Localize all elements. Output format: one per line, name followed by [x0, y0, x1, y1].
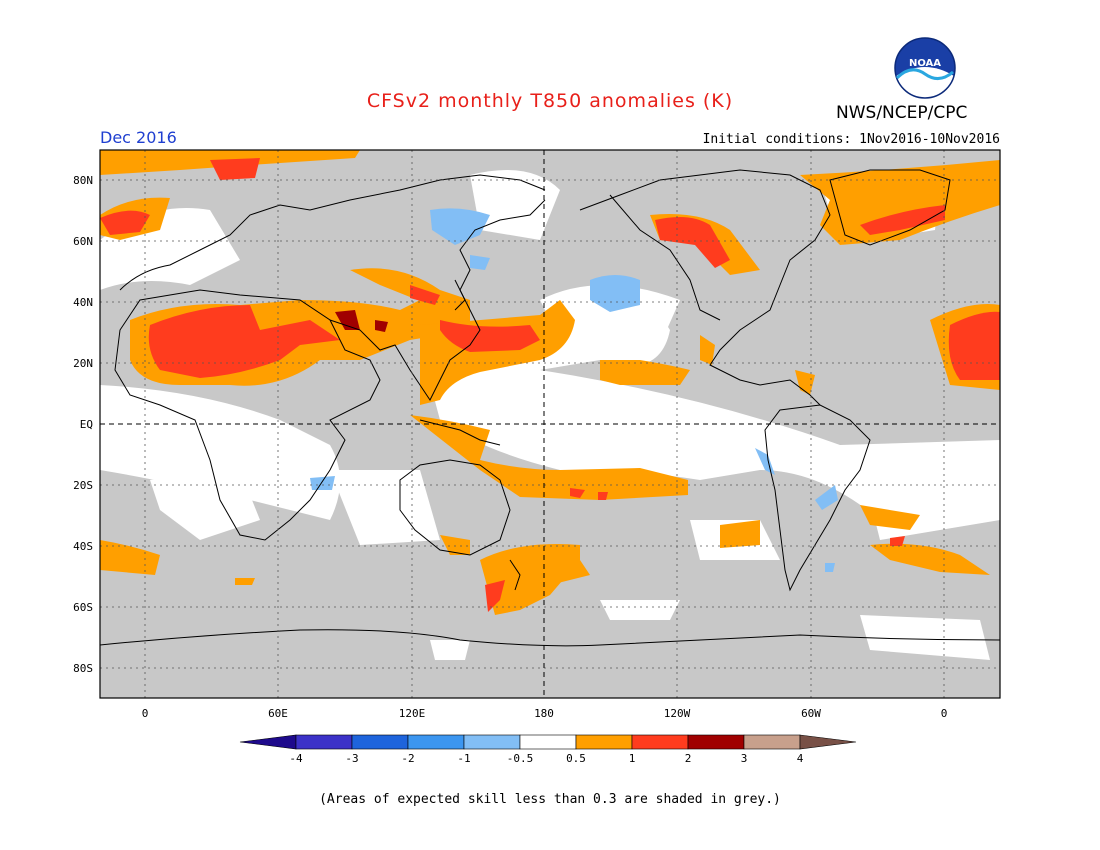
latitude-label: 80N: [73, 174, 93, 187]
colorbar-label: -4: [289, 752, 303, 765]
colorbar-legend: -4 -3 -2 -1 -0.5 0.5 1 2 3 4: [239, 734, 857, 765]
cool-anomaly-regions: [310, 208, 838, 572]
longitude-label: 120W: [664, 707, 691, 720]
longitude-label: 0: [941, 707, 948, 720]
initial-conditions: Initial conditions: 1Nov2016-10Nov2016: [702, 132, 1000, 147]
longitude-label: 60W: [801, 707, 821, 720]
colorbar-label: -3: [345, 752, 358, 765]
equator-dateline: [100, 150, 1000, 698]
longitude-label: 60E: [268, 707, 288, 720]
colorbar-label: -1: [457, 752, 470, 765]
colorbar-segment: [743, 734, 801, 750]
latitude-label: 40S: [73, 540, 93, 553]
latitude-label: 20S: [73, 479, 93, 492]
colorbar-label: 2: [685, 752, 692, 765]
footnote: (Areas of expected skill less than 0.3 a…: [319, 792, 781, 807]
noaa-logo: NOAA: [894, 37, 956, 99]
colorbar-segment: [295, 734, 353, 750]
map-title: CFSv2 monthly T850 anomalies (K): [366, 90, 734, 112]
latitude-label: 20N: [73, 357, 93, 370]
colorbar-label: 4: [797, 752, 804, 765]
colorbar-segment: [687, 734, 745, 750]
coastlines: [100, 169, 1000, 647]
extreme-warm-anomaly-regions: [335, 310, 388, 332]
colorbar-label: -0.5: [507, 752, 534, 765]
latitude-labels: 80N 60N 40N 20N EQ 20S 40S 60S 80S: [73, 174, 93, 675]
agency-label: NWS/NCEP/CPC: [836, 103, 968, 123]
forecast-period: Dec 2016: [100, 128, 177, 147]
strong-warm-anomaly-regions: [100, 158, 1000, 612]
longitude-labels: 0 60E 120E 180 120W 60W 0: [142, 707, 948, 720]
colorbar-label: 0.5: [566, 752, 586, 765]
colorbar-label: -2: [401, 752, 414, 765]
colorbar-segment: [463, 734, 521, 750]
map-gridlines: [100, 150, 1000, 698]
colorbar-segment: [519, 734, 577, 750]
colorbar-segment: [575, 734, 633, 750]
colorbar-segment: [631, 734, 689, 750]
latitude-label: 40N: [73, 296, 93, 309]
latitude-label: 60N: [73, 235, 93, 248]
colorbar-segment: [239, 734, 297, 750]
colorbar-label: 3: [741, 752, 748, 765]
latitude-label: EQ: [80, 418, 93, 431]
colorbar-label: 1: [629, 752, 636, 765]
longitude-label: 180: [534, 707, 554, 720]
longitude-label: 120E: [399, 707, 426, 720]
latitude-label: 60S: [73, 601, 93, 614]
colorbar-segment: [351, 734, 409, 750]
latitude-label: 80S: [73, 662, 93, 675]
map-panel: [99, 149, 1001, 699]
colorbar-segment: [799, 734, 857, 750]
colorbar-segment: [407, 734, 465, 750]
longitude-label: 0: [142, 707, 149, 720]
logo-text: NOAA: [909, 58, 941, 69]
map-border: [99, 149, 1001, 699]
